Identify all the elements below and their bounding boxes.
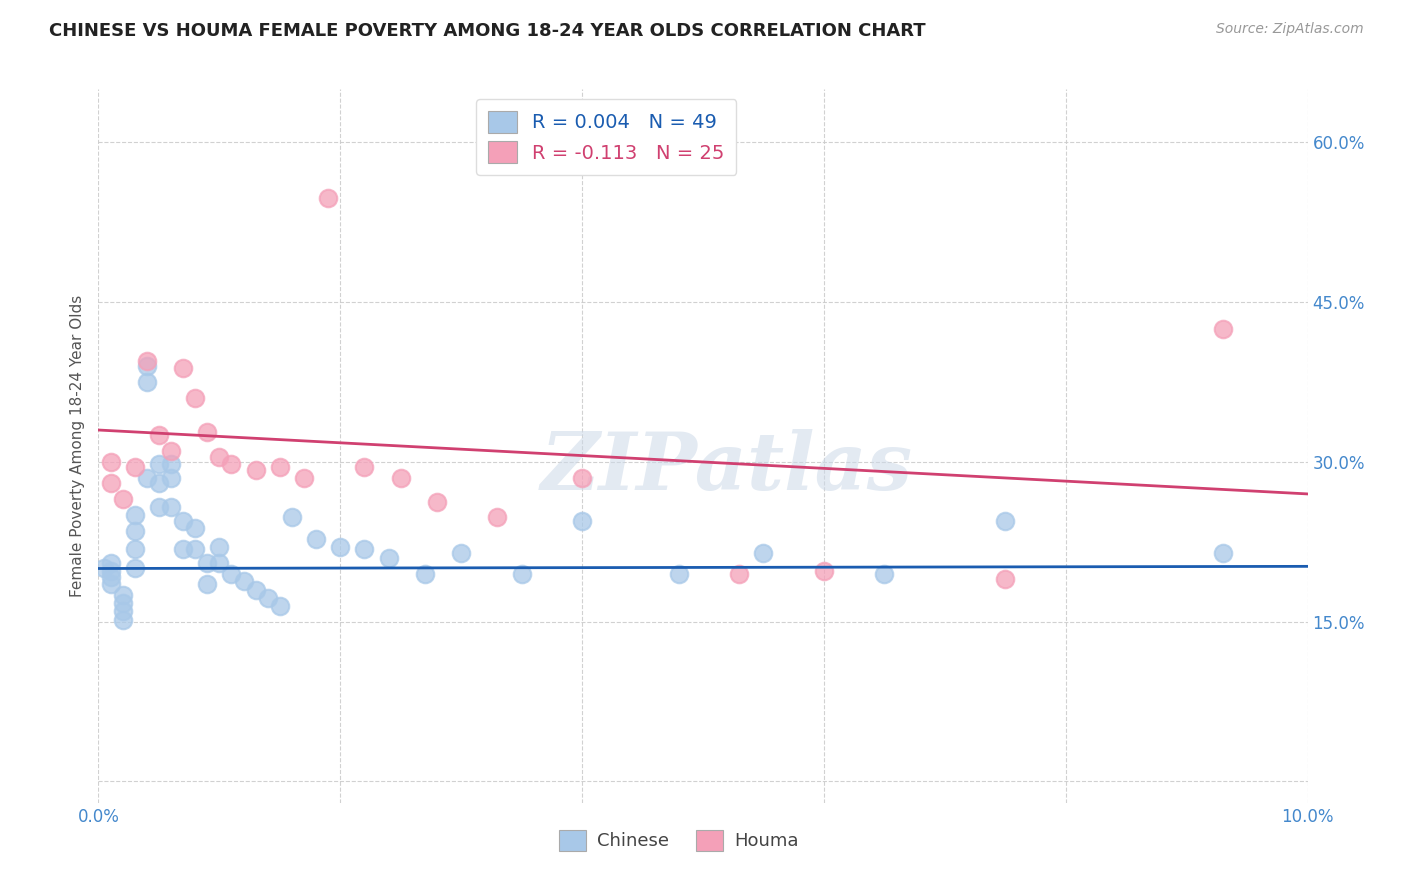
Point — [353, 542, 375, 557]
Point — [124, 460, 146, 475]
Text: Source: ZipAtlas.com: Source: ZipAtlas.com — [1216, 22, 1364, 37]
Point — [195, 425, 218, 439]
Point — [752, 545, 775, 559]
Point — [111, 596, 134, 610]
Point — [160, 471, 183, 485]
Point — [377, 550, 399, 565]
Point — [124, 542, 146, 557]
Point — [329, 540, 352, 554]
Point — [413, 566, 436, 581]
Point — [172, 514, 194, 528]
Point — [728, 566, 751, 581]
Point — [305, 532, 328, 546]
Point — [450, 545, 472, 559]
Point — [160, 444, 183, 458]
Point — [256, 591, 278, 606]
Point — [100, 455, 122, 469]
Point — [208, 450, 231, 464]
Point — [148, 476, 170, 491]
Point — [281, 510, 304, 524]
Point — [232, 574, 254, 589]
Point — [148, 457, 170, 471]
Point — [100, 476, 122, 491]
Point — [184, 521, 207, 535]
Point — [873, 566, 896, 581]
Point — [135, 353, 157, 368]
Point — [1212, 545, 1234, 559]
Point — [124, 561, 146, 575]
Point — [172, 542, 194, 557]
Point — [100, 564, 122, 578]
Legend: Chinese, Houma: Chinese, Houma — [553, 822, 806, 858]
Point — [245, 582, 267, 597]
Point — [172, 361, 194, 376]
Point — [208, 556, 231, 570]
Point — [135, 359, 157, 373]
Point — [195, 556, 218, 570]
Point — [135, 471, 157, 485]
Point — [813, 564, 835, 578]
Point — [124, 508, 146, 523]
Point — [100, 577, 122, 591]
Text: ZIPatlas: ZIPatlas — [541, 429, 914, 506]
Point — [93, 561, 115, 575]
Point — [208, 540, 231, 554]
Point — [221, 566, 243, 581]
Point — [668, 566, 690, 581]
Point — [292, 471, 315, 485]
Point — [269, 460, 291, 475]
Point — [148, 428, 170, 442]
Point — [148, 500, 170, 514]
Point — [316, 191, 339, 205]
Point — [510, 566, 533, 581]
Point — [100, 556, 122, 570]
Point — [269, 599, 291, 613]
Point — [160, 500, 183, 514]
Point — [111, 613, 134, 627]
Point — [353, 460, 375, 475]
Point — [195, 577, 218, 591]
Point — [486, 510, 509, 524]
Point — [994, 514, 1017, 528]
Text: CHINESE VS HOUMA FEMALE POVERTY AMONG 18-24 YEAR OLDS CORRELATION CHART: CHINESE VS HOUMA FEMALE POVERTY AMONG 18… — [49, 22, 925, 40]
Point — [426, 495, 449, 509]
Point — [111, 604, 134, 618]
Point — [184, 542, 207, 557]
Y-axis label: Female Poverty Among 18-24 Year Olds: Female Poverty Among 18-24 Year Olds — [69, 295, 84, 597]
Point — [571, 514, 593, 528]
Point — [389, 471, 412, 485]
Point — [184, 391, 207, 405]
Point — [100, 570, 122, 584]
Point — [245, 463, 267, 477]
Point — [111, 588, 134, 602]
Point — [111, 492, 134, 507]
Point — [994, 572, 1017, 586]
Point — [1212, 322, 1234, 336]
Point — [221, 457, 243, 471]
Point — [160, 457, 183, 471]
Point — [571, 471, 593, 485]
Point — [124, 524, 146, 539]
Point — [135, 375, 157, 389]
